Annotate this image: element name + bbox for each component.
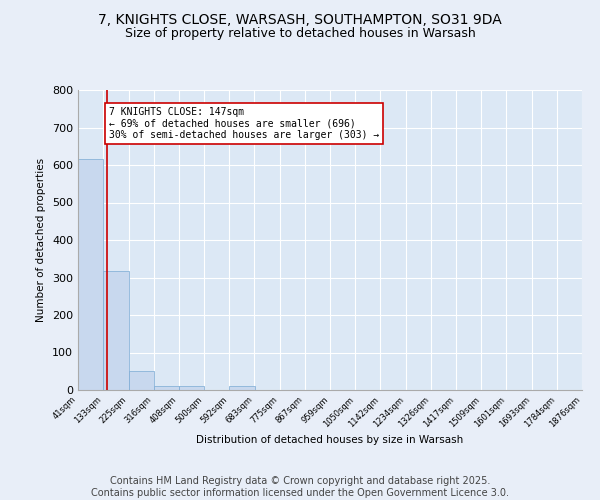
Bar (103, 271, 128, 390)
Text: Contains HM Land Registry data © Crown copyright and database right 2025.
Contai: Contains HM Land Registry data © Crown c… (91, 476, 509, 498)
Text: 7 KNIGHTS CLOSE: 147sqm
← 69% of detached houses are smaller (696)
30% of semi-d: 7 KNIGHTS CLOSE: 147sqm ← 69% of detache… (109, 107, 380, 140)
Text: Size of property relative to detached houses in Warsash: Size of property relative to detached ho… (125, 28, 475, 40)
X-axis label: Distribution of detached houses by size in Warsash: Distribution of detached houses by size … (196, 434, 464, 444)
Bar (179, 386, 204, 390)
Bar (154, 386, 179, 390)
Text: 7, KNIGHTS CLOSE, WARSASH, SOUTHAMPTON, SO31 9DA: 7, KNIGHTS CLOSE, WARSASH, SOUTHAMPTON, … (98, 12, 502, 26)
Y-axis label: Number of detached properties: Number of detached properties (37, 158, 46, 322)
Bar (78, 158, 103, 390)
Bar (128, 370, 154, 390)
Bar (229, 386, 254, 390)
